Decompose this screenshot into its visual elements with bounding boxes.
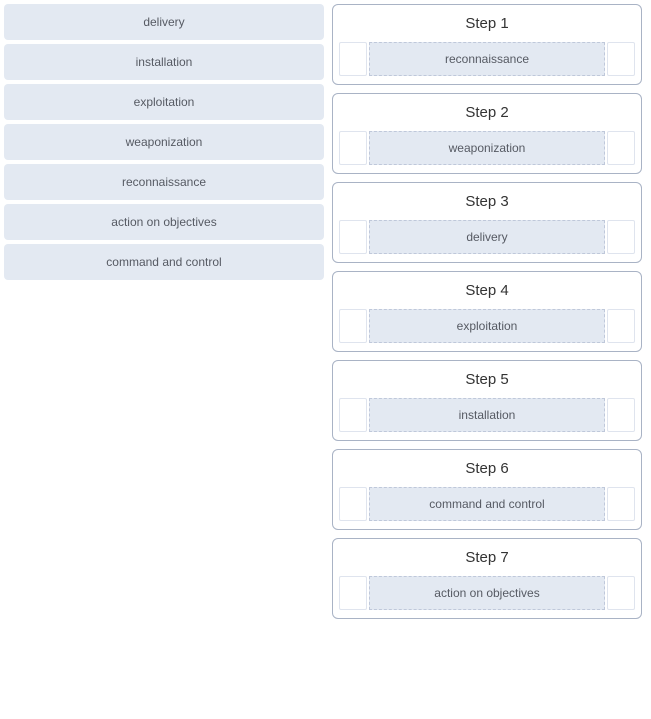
slot-row: action on objectives bbox=[339, 576, 635, 610]
drop-slot[interactable]: installation bbox=[369, 398, 605, 432]
drag-handle-left[interactable] bbox=[339, 131, 367, 165]
drop-slot[interactable]: delivery bbox=[369, 220, 605, 254]
drag-handle-right[interactable] bbox=[607, 576, 635, 610]
step-title: Step 4 bbox=[339, 282, 635, 299]
drag-handle-left[interactable] bbox=[339, 576, 367, 610]
source-item[interactable]: command and control bbox=[4, 244, 324, 280]
step-card: Step 1 reconnaissance bbox=[332, 4, 642, 85]
drag-handle-right[interactable] bbox=[607, 398, 635, 432]
step-title: Step 2 bbox=[339, 104, 635, 121]
drag-handle-left[interactable] bbox=[339, 42, 367, 76]
slot-row: command and control bbox=[339, 487, 635, 521]
step-title: Step 1 bbox=[339, 15, 635, 32]
source-item[interactable]: delivery bbox=[4, 4, 324, 40]
drag-handle-left[interactable] bbox=[339, 487, 367, 521]
step-title: Step 3 bbox=[339, 193, 635, 210]
step-card: Step 3 delivery bbox=[332, 182, 642, 263]
step-card: Step 7 action on objectives bbox=[332, 538, 642, 619]
source-item[interactable]: reconnaissance bbox=[4, 164, 324, 200]
source-item[interactable]: weaponization bbox=[4, 124, 324, 160]
drag-handle-left[interactable] bbox=[339, 309, 367, 343]
step-card: Step 5 installation bbox=[332, 360, 642, 441]
drop-slot[interactable]: weaponization bbox=[369, 131, 605, 165]
step-title: Step 7 bbox=[339, 549, 635, 566]
drag-handle-right[interactable] bbox=[607, 309, 635, 343]
drag-handle-right[interactable] bbox=[607, 42, 635, 76]
step-title: Step 5 bbox=[339, 371, 635, 388]
slot-row: weaponization bbox=[339, 131, 635, 165]
step-title: Step 6 bbox=[339, 460, 635, 477]
slot-row: exploitation bbox=[339, 309, 635, 343]
drag-handle-right[interactable] bbox=[607, 131, 635, 165]
slot-row: installation bbox=[339, 398, 635, 432]
source-item[interactable]: installation bbox=[4, 44, 324, 80]
source-list: delivery installation exploitation weapo… bbox=[4, 4, 324, 280]
step-card: Step 4 exploitation bbox=[332, 271, 642, 352]
step-card: Step 2 weaponization bbox=[332, 93, 642, 174]
drag-handle-right[interactable] bbox=[607, 220, 635, 254]
ordering-exercise: delivery installation exploitation weapo… bbox=[4, 4, 647, 619]
drop-slot[interactable]: command and control bbox=[369, 487, 605, 521]
drag-handle-right[interactable] bbox=[607, 487, 635, 521]
drop-slot[interactable]: action on objectives bbox=[369, 576, 605, 610]
drag-handle-left[interactable] bbox=[339, 220, 367, 254]
drop-slot[interactable]: reconnaissance bbox=[369, 42, 605, 76]
step-card: Step 6 command and control bbox=[332, 449, 642, 530]
drop-slot[interactable]: exploitation bbox=[369, 309, 605, 343]
source-item[interactable]: action on objectives bbox=[4, 204, 324, 240]
target-list: Step 1 reconnaissance Step 2 weaponizati… bbox=[332, 4, 642, 619]
slot-row: delivery bbox=[339, 220, 635, 254]
drag-handle-left[interactable] bbox=[339, 398, 367, 432]
slot-row: reconnaissance bbox=[339, 42, 635, 76]
source-item[interactable]: exploitation bbox=[4, 84, 324, 120]
